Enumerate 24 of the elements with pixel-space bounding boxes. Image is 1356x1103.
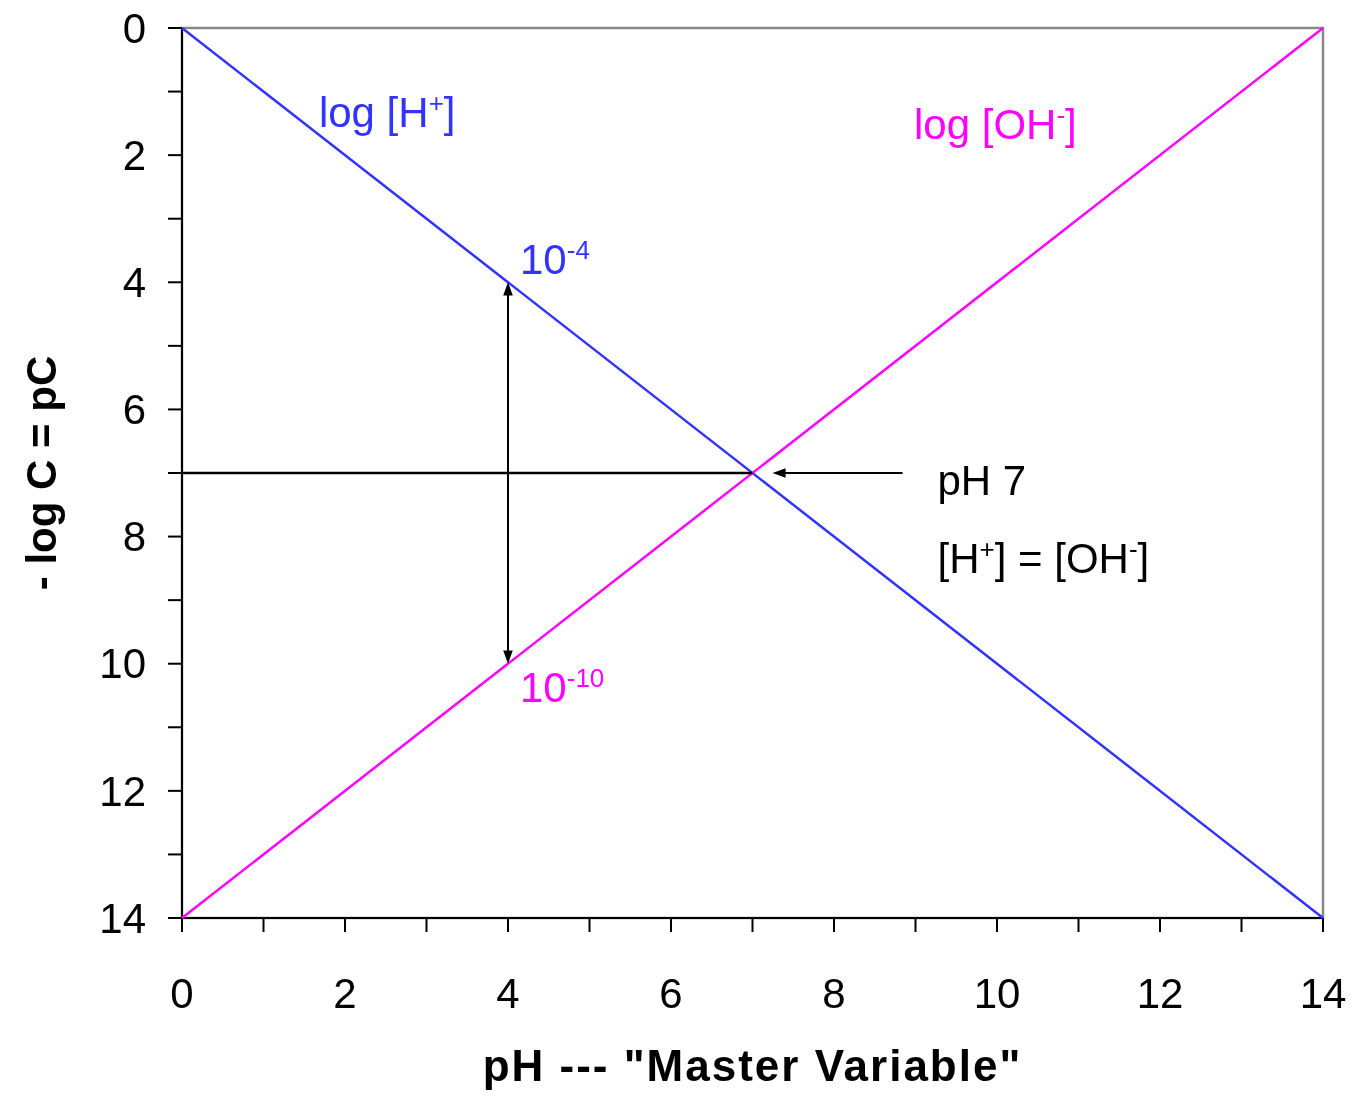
annotation: [H$^{+}$] = [OH$^{-}$] — [937, 534, 1150, 582]
annotation: 10$^{-10}$ — [520, 662, 605, 711]
series-label: log [OH$^{-}$] — [914, 100, 1077, 149]
y-tick-label: 12 — [99, 767, 146, 815]
x-tick-label: 2 — [333, 970, 357, 1017]
y-tick-label: 6 — [122, 386, 146, 434]
annotation: pH 7 — [937, 457, 1027, 504]
x-tick-label: 4 — [496, 970, 520, 1017]
y-tick-label: 8 — [122, 513, 146, 561]
y-tick-label: 14 — [99, 894, 146, 942]
x-tick-label: 8 — [822, 970, 846, 1017]
y-tick-label: 0 — [122, 4, 146, 52]
y-tick-label: 10 — [99, 640, 146, 688]
y-tick-label: 2 — [122, 131, 146, 179]
x-tick-label: 10 — [973, 970, 1021, 1017]
x-tick-label: 12 — [1136, 970, 1184, 1017]
y-tick-label: 4 — [122, 258, 146, 306]
x-axis-title: pH --- "Master Variable" — [482, 1041, 1023, 1090]
x-tick-label: 14 — [1299, 970, 1347, 1017]
series-label: log [H$^{+}$] — [318, 87, 456, 136]
x-tick-label: 6 — [659, 970, 683, 1017]
annotation: 10$^{-4}$ — [520, 235, 590, 284]
x-tick-label: 0 — [170, 970, 194, 1017]
y-axis-title: - log C = pC — [18, 355, 65, 591]
